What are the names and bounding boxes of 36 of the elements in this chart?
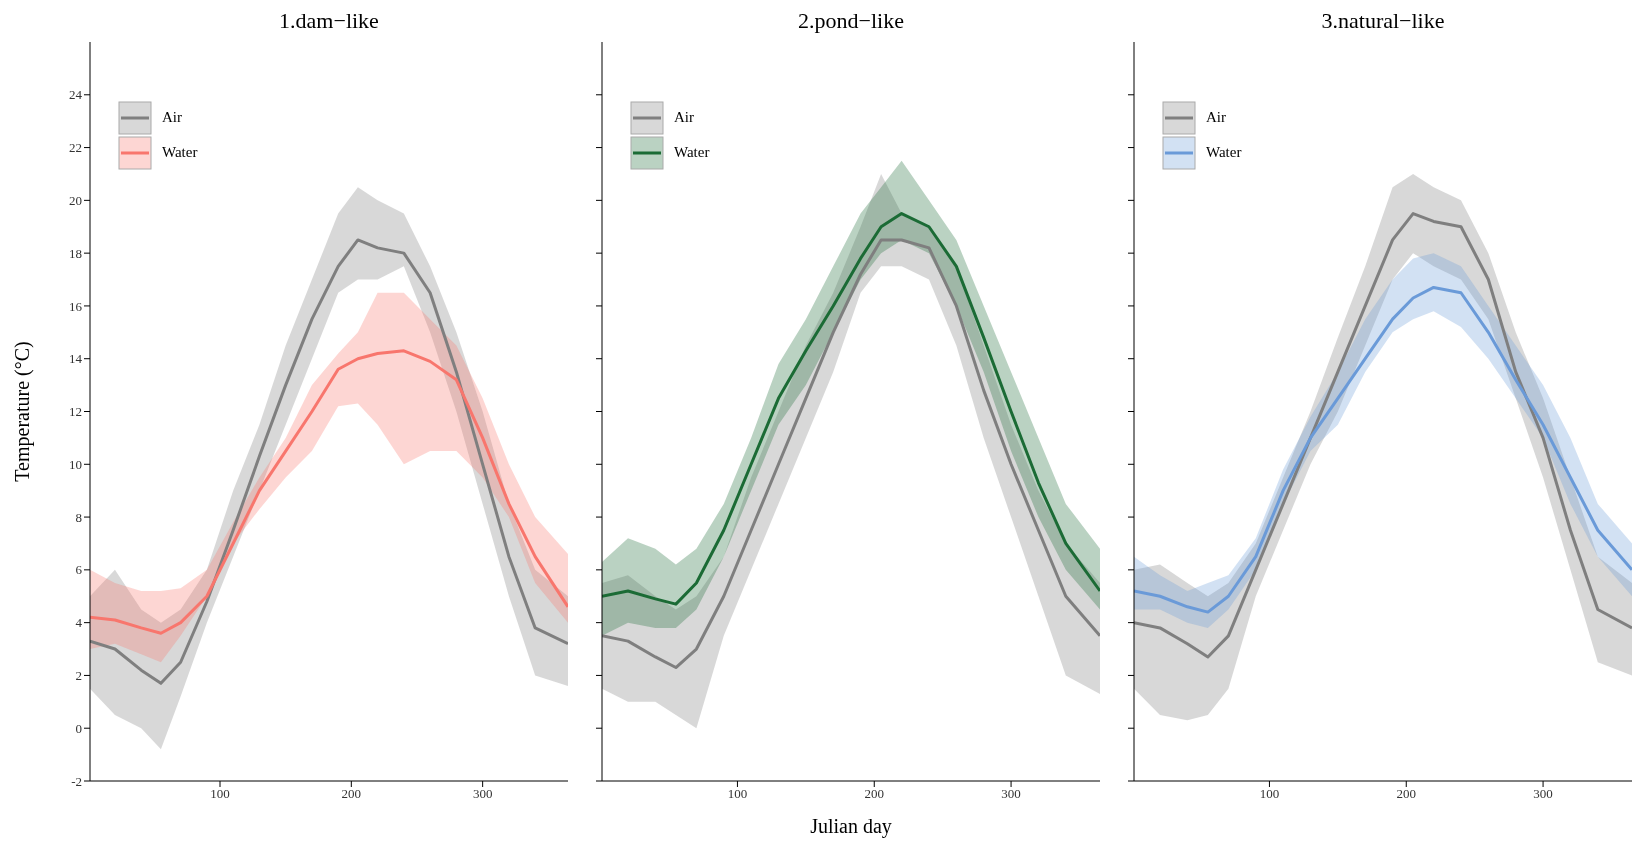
y-tick-label: 0 <box>75 720 82 736</box>
line-series <box>90 238 568 685</box>
y-tick-label: 4 <box>75 615 83 631</box>
x-tick-label: 100 <box>1259 786 1280 802</box>
y-tick-label: 14 <box>69 351 83 367</box>
x-tick-label: 300 <box>472 786 493 802</box>
legend-label: Water <box>162 144 198 161</box>
y-axis-title: Temperature (°C) <box>11 341 35 482</box>
line-series <box>90 349 568 635</box>
x-tick-label: 300 <box>1001 786 1021 802</box>
legend-label: Air <box>1206 109 1226 126</box>
legend-label: Water <box>1206 144 1242 161</box>
legend-label: Air <box>674 109 694 126</box>
y-tick-label: 16 <box>69 298 83 314</box>
x-tick-label: 200 <box>1396 786 1417 802</box>
chart-title: 2.pond−like <box>797 8 905 35</box>
x-tick-label: 100 <box>727 786 748 802</box>
x-tick-label: 200 <box>864 786 885 802</box>
x-tick-label: 100 <box>210 786 230 802</box>
y-tick-label: 24 <box>69 87 83 103</box>
y-tick-label: 12 <box>69 404 82 420</box>
x-axis-title: Julian day <box>810 815 892 838</box>
y-tick-label: -2 <box>71 773 82 789</box>
x-tick-label: 200 <box>341 786 362 802</box>
legend-label: Water <box>674 144 710 161</box>
chart-title: 3.natural−like <box>1320 8 1446 35</box>
x-tick-label: 300 <box>1533 786 1553 802</box>
y-tick-label: 22 <box>69 140 82 156</box>
legend-label: Air <box>162 109 182 126</box>
chart-title: 1.dam−like <box>278 8 380 35</box>
y-tick-label: 18 <box>69 245 82 261</box>
y-tick-label: 20 <box>69 192 82 208</box>
y-tick-label: 10 <box>69 456 82 472</box>
y-tick-label: 2 <box>75 668 82 684</box>
y-tick-label: 8 <box>75 509 82 525</box>
y-tick-label: 6 <box>75 562 83 578</box>
